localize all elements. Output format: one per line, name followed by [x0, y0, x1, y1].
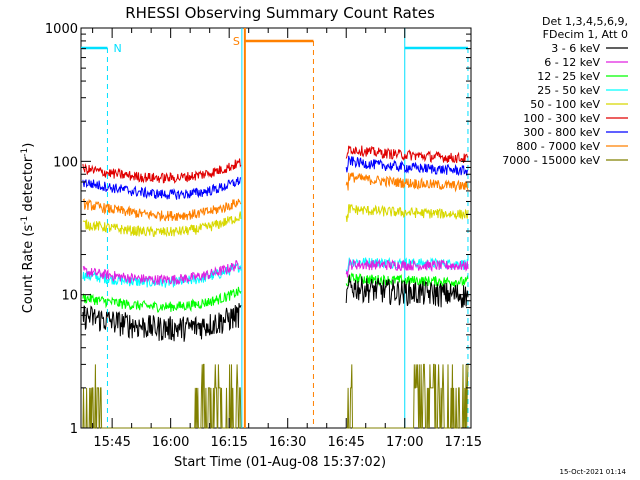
series-line [345, 172, 469, 193]
legend-label: 12 - 25 keV [537, 70, 600, 83]
series-line [82, 176, 242, 200]
legend-label: 300 - 800 keV [523, 126, 600, 139]
legend-label: 7000 - 15000 keV [502, 154, 600, 167]
y-tick-label: 100 [53, 155, 78, 170]
saa-label: S [233, 35, 240, 48]
chart-title: RHESSI Observing Summary Count Rates [125, 4, 435, 22]
series-line [345, 145, 469, 164]
series-line [345, 274, 469, 308]
legend-header: FDecim 1, Att 0 [543, 28, 628, 41]
y-tick-label: 1000 [45, 22, 78, 37]
series-line [82, 363, 242, 429]
legend-label: 50 - 100 keV [530, 98, 600, 111]
x-tick-label: 16:30 [269, 435, 306, 450]
series-line [82, 158, 242, 184]
x-tick-label: 17:15 [445, 435, 482, 450]
x-tick-label: 16:15 [210, 435, 247, 450]
series-line [345, 258, 469, 278]
legend-label: 25 - 50 keV [537, 84, 600, 97]
series-line [346, 363, 469, 429]
legend-label: 6 - 12 keV [544, 56, 600, 69]
series-line [82, 303, 242, 342]
series-line [82, 198, 242, 222]
y-axis: 1 10 100 1000 [45, 22, 471, 437]
series-line [82, 286, 242, 313]
night-label: N [113, 42, 121, 55]
series-line [345, 155, 469, 177]
x-tick-label: 16:00 [152, 435, 189, 450]
series-line [82, 260, 242, 286]
x-tick-label: 15:45 [93, 435, 130, 450]
x-tick-label: 16:45 [327, 435, 364, 450]
series-line [82, 211, 242, 238]
y-tick-label: 10 [61, 289, 78, 304]
series-line [345, 272, 469, 288]
series-line [345, 203, 469, 222]
series-layer [82, 145, 469, 429]
legend-label: 100 - 300 keV [523, 112, 600, 125]
legend-label: 800 - 7000 keV [516, 140, 600, 153]
x-axis: 15:45 16:00 16:15 16:30 16:45 17:00 17:15 [92, 28, 482, 450]
footer-timestamp: 15-Oct-2021 01:14 [560, 468, 627, 476]
y-axis-label: Count Rate (s-1 detector-1) [20, 143, 36, 314]
legend: Det 1,3,4,5,6,9,FDecim 1, Att 03 - 6 keV… [502, 15, 628, 167]
legend-header: Det 1,3,4,5,6,9, [542, 15, 628, 28]
y-tick-label: 1 [70, 422, 78, 437]
x-tick-label: 17:00 [386, 435, 423, 450]
x-axis-label: Start Time (01-Aug-08 15:37:02) [174, 455, 386, 470]
legend-label: 3 - 6 keV [551, 42, 600, 55]
plot-frame [80, 27, 472, 429]
